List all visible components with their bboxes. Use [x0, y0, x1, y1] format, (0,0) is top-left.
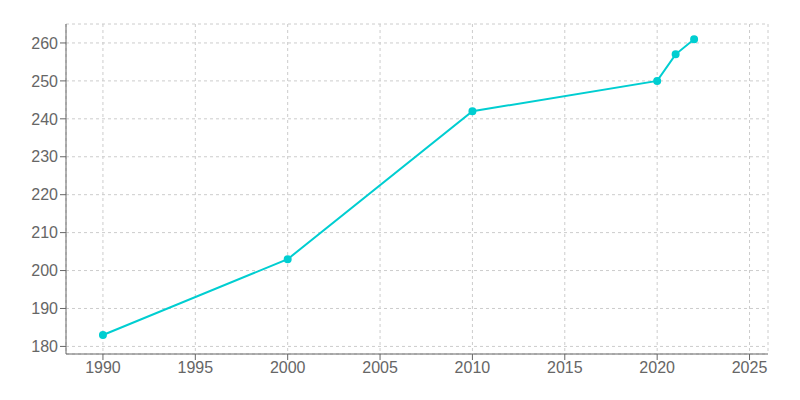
svg-text:2020: 2020 — [639, 359, 675, 376]
svg-text:220: 220 — [31, 186, 58, 203]
svg-text:180: 180 — [31, 338, 58, 355]
svg-text:1990: 1990 — [85, 359, 121, 376]
svg-text:1995: 1995 — [178, 359, 214, 376]
svg-text:250: 250 — [31, 73, 58, 90]
svg-text:260: 260 — [31, 35, 58, 52]
svg-text:2005: 2005 — [362, 359, 398, 376]
svg-text:210: 210 — [31, 224, 58, 241]
svg-text:2000: 2000 — [270, 359, 306, 376]
svg-text:230: 230 — [31, 148, 58, 165]
svg-text:2015: 2015 — [547, 359, 583, 376]
svg-text:240: 240 — [31, 111, 58, 128]
svg-text:200: 200 — [31, 262, 58, 279]
svg-text:190: 190 — [31, 300, 58, 317]
svg-text:2010: 2010 — [455, 359, 491, 376]
svg-text:2025: 2025 — [732, 359, 768, 376]
